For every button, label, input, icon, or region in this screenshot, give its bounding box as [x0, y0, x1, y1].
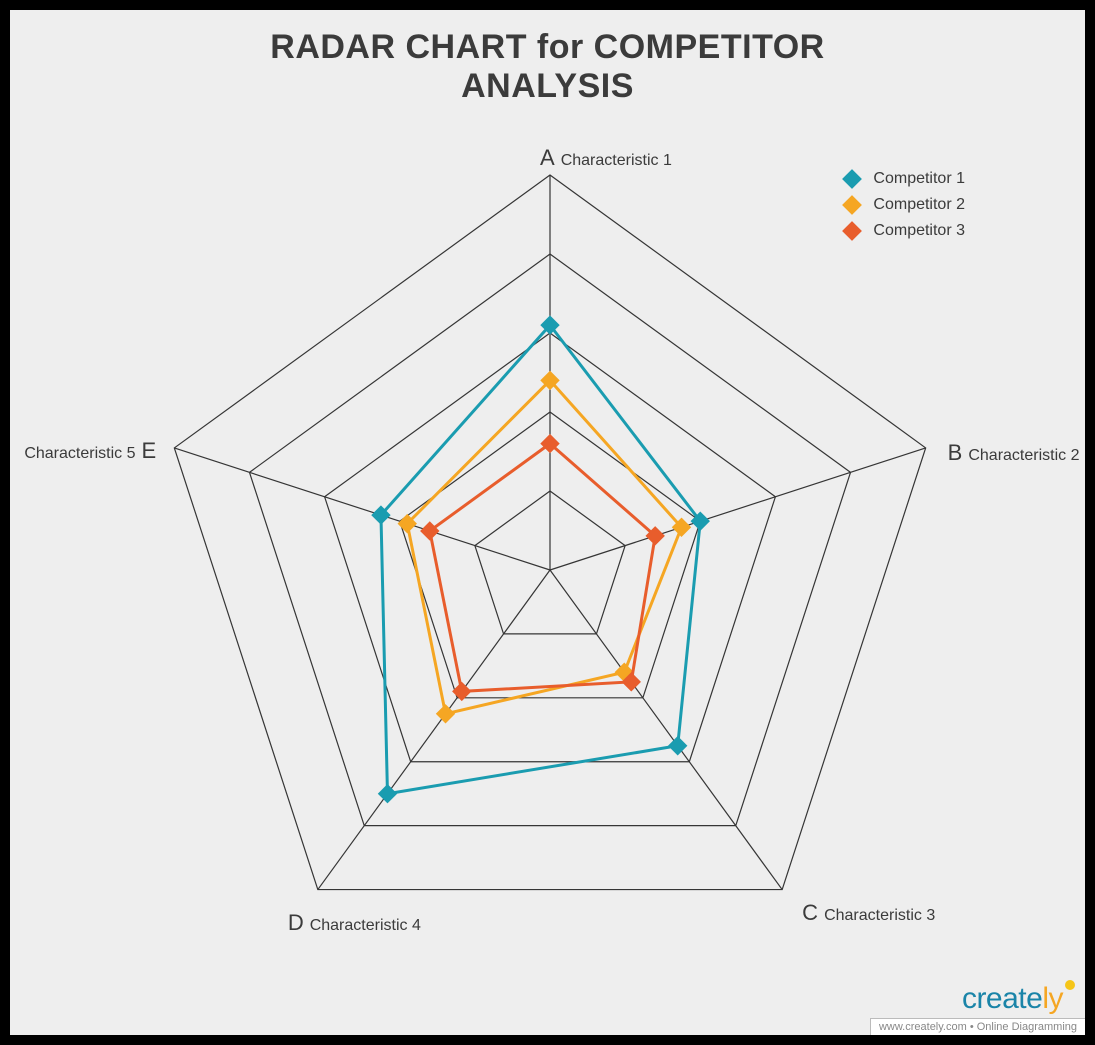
axis-text-E: Characteristic 5 — [24, 445, 135, 462]
legend: Competitor 1 Competitor 2 Competitor 3 — [845, 170, 965, 248]
axis-label-E: Characteristic 5 E — [24, 438, 156, 464]
legend-marker-icon — [843, 169, 863, 189]
legend-marker-icon — [843, 195, 863, 215]
legend-label: Competitor 2 — [873, 196, 965, 214]
axis-letter-A: A — [540, 145, 555, 170]
axis-label-D: D Characteristic 4 — [288, 910, 421, 936]
axis-letter-B: B — [948, 440, 963, 465]
legend-marker-icon — [843, 221, 863, 241]
axis-text-A: Characteristic 1 — [561, 152, 672, 169]
series-competitor-2 — [407, 380, 681, 713]
axis-label-A: A Characteristic 1 — [540, 145, 672, 171]
legend-item-2: Competitor 3 — [845, 222, 965, 240]
legend-item-1: Competitor 2 — [845, 196, 965, 214]
footer-logo: creately — [870, 982, 1085, 1018]
axis-text-D: Characteristic 4 — [310, 917, 421, 934]
axis-text-C: Characteristic 3 — [824, 907, 935, 924]
axis-letter-D: D — [288, 910, 304, 935]
legend-item-0: Competitor 1 — [845, 170, 965, 188]
legend-label: Competitor 1 — [873, 170, 965, 188]
legend-label: Competitor 3 — [873, 222, 965, 240]
logo-text: create — [962, 982, 1042, 1015]
footer: creately www.creately.com • Online Diagr… — [870, 982, 1085, 1035]
axis-letter-E: E — [141, 438, 156, 463]
axis-label-B: B Characteristic 2 — [948, 440, 1080, 466]
chart-frame: RADAR CHART for COMPETITOR ANALYSIS Comp… — [0, 0, 1095, 1045]
footer-tagline: www.creately.com • Online Diagramming — [870, 1018, 1085, 1035]
axis-label-C: C Characteristic 3 — [802, 900, 935, 926]
axis-letter-C: C — [802, 900, 818, 925]
axis-text-B: Characteristic 2 — [968, 447, 1079, 464]
bulb-icon — [1065, 980, 1075, 990]
logo-suffix: ly — [1042, 982, 1063, 1015]
